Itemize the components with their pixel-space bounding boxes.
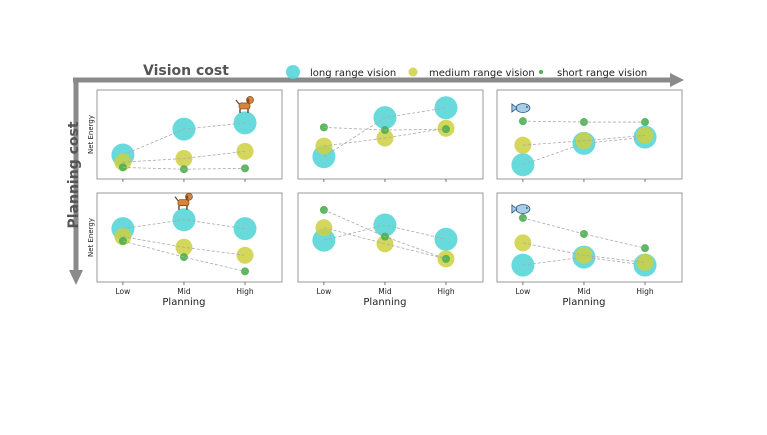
long-range-line (122, 122, 246, 156)
medium-range-line (522, 242, 646, 263)
short-range-line (122, 240, 246, 272)
medium-range-point-mid (376, 235, 394, 253)
vision-cost-title: Vision cost (143, 63, 229, 79)
dog-icon (174, 192, 193, 210)
medium-range-line (522, 134, 646, 146)
x-tick-label-high: High (636, 287, 653, 296)
panel-r0-c2 (496, 89, 683, 182)
medium-range-line (323, 127, 447, 147)
x-tick-label-mid: Mid (378, 287, 392, 296)
legend: long range vision medium range vision sh… (286, 65, 647, 79)
x-tick-label-low: Low (516, 287, 531, 296)
legend-marker-long (286, 65, 300, 79)
y-axis-label: Net Energy (87, 218, 95, 257)
medium-range-point-low (114, 228, 132, 246)
x-tick-label-low: Low (317, 287, 332, 296)
dog-body (177, 199, 190, 206)
dog-ear (246, 98, 250, 104)
x-tick-label-low: Low (116, 287, 131, 296)
medium-range-point-high (236, 246, 254, 264)
x-tick-label-mid: Mid (577, 287, 591, 296)
x-axis-label: Planning (363, 297, 406, 308)
short-range-line (122, 167, 246, 170)
panel-r1-c2: Low Mid High Planning (496, 192, 683, 308)
vision-cost-arrow (73, 73, 684, 87)
fish-body (515, 103, 531, 113)
fish-icon (511, 103, 531, 113)
x-tick-label-high: High (437, 287, 454, 296)
planning-cost-arrow (69, 78, 83, 285)
dog-tail (235, 99, 240, 105)
planning-cost-title: Planning cost (66, 121, 82, 228)
panel-r1-c1: Low Mid High Planning (297, 192, 484, 308)
medium-range-point-high (636, 253, 654, 271)
dog-icon (235, 96, 254, 113)
long-range-line (522, 136, 646, 166)
short-range-line (522, 120, 645, 123)
dog-body (238, 102, 251, 110)
x-axis-label: Planning (162, 297, 205, 308)
legend-label-long: long range vision (310, 68, 396, 79)
panel-r0-c1 (297, 89, 484, 182)
fish-tail (511, 204, 518, 214)
panel-r0-c0: Net Energy (87, 89, 283, 182)
legend-label-short: short range vision (557, 68, 647, 79)
medium-range-point-low (114, 153, 132, 171)
short-range-line (323, 126, 447, 131)
fish-eye (526, 207, 528, 209)
dog-tail (174, 196, 179, 202)
long-range-line (323, 224, 447, 241)
medium-range-line (122, 151, 246, 163)
long-range-point-high (233, 111, 257, 135)
fish-body (515, 204, 531, 214)
legend-marker-short (539, 70, 543, 74)
legend-label-medium: medium range vision (429, 68, 535, 79)
long-range-point-high (434, 96, 458, 120)
long-range-line (323, 107, 447, 158)
medium-range-line (122, 236, 246, 256)
x-tick-label-high: High (236, 287, 253, 296)
x-tick-label-mid: Mid (177, 287, 191, 296)
short-range-line (323, 209, 447, 260)
medium-range-line (323, 227, 447, 260)
legend-marker-medium (408, 67, 418, 77)
panel-r1-c0: Low Mid High Planning Net Energy (87, 192, 283, 308)
fish-tail (511, 103, 518, 113)
short-range-point-mid (579, 229, 588, 238)
y-axis-label: Net Energy (87, 115, 95, 154)
dog-ear (185, 195, 189, 201)
long-range-line (122, 219, 246, 229)
short-range-point-mid (179, 253, 188, 262)
fish-icon (511, 204, 531, 214)
long-range-point-high (233, 217, 257, 241)
fish-eye (526, 106, 528, 108)
x-axis-label: Planning (562, 297, 605, 308)
short-range-line (522, 217, 646, 249)
